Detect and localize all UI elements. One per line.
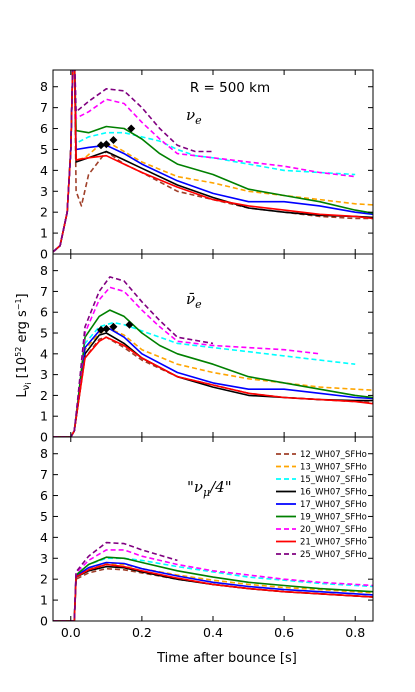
y-tick-label: 1 (40, 226, 48, 241)
legend-label-16_WH07_SFHo: 16_WH07_SFHo (300, 488, 367, 498)
panel-nu_e: 0 1 2 3 4 5 6 7 8 R = 500 km νe (40, 69, 374, 262)
y-tick-label: 8 (40, 446, 48, 461)
y-tick-label: 7 (40, 467, 48, 482)
legend: 12_WH07_SFHo 13_WH07_SFHo 15_WH07_SFHo 16_W… (276, 450, 367, 560)
x-axis-label: Time after bounce [s] (156, 651, 297, 666)
series-line-15_WH07_SFHo (53, 321, 356, 437)
y-tick-label: 4 (40, 530, 48, 545)
diamond-marker-1 (102, 324, 111, 333)
x-tick-label: 0.8 (345, 625, 365, 640)
y-tick-label: 3 (40, 184, 48, 199)
y-tick-label: 3 (40, 551, 48, 566)
y-tick-label: 6 (40, 488, 48, 503)
series-group (53, 276, 373, 437)
y-tick-label: 0 (40, 247, 48, 262)
y-tick-label: 4 (40, 346, 48, 361)
panel-label: νe (186, 106, 202, 127)
diamond-marker-0 (97, 325, 105, 334)
panel-nu_mu: 0 1 2 3 4 5 6 7 8 0.0 0.2 0.4 0.6 0.8 "νμ/4" 12_WH07_SF… (40, 436, 374, 640)
y-tick-label: 0 (40, 430, 48, 445)
panel-label: "νμ/4" (187, 478, 232, 499)
y-tick-label: 3 (40, 367, 48, 382)
x-tick-label: 0.6 (274, 625, 294, 640)
y-axis-label: Lνi [1052 erg s−1] (14, 293, 33, 397)
x-tick-label: 0.4 (203, 625, 223, 640)
legend-label-13_WH07_SFHo: 13_WH07_SFHo (300, 463, 367, 473)
panel-label: ν̄e (186, 290, 202, 311)
diamond-marker-3 (127, 124, 136, 133)
series-line-21_WH07_SFHo (53, 336, 373, 437)
y-tick-label: 5 (40, 326, 48, 341)
series-line-20_WH07_SFHo (53, 70, 356, 253)
diamond-marker-2 (109, 136, 118, 145)
series-line-25_WH07_SFHo (53, 276, 214, 437)
legend-label-21_WH07_SFHo: 21_WH07_SFHo (300, 538, 367, 548)
legend-label-15_WH07_SFHo: 15_WH07_SFHo (300, 475, 367, 485)
y-tick-label: 2 (40, 388, 48, 403)
legend-label-19_WH07_SFHo: 19_WH07_SFHo (300, 513, 367, 523)
series-group (53, 541, 373, 621)
panel-annotation: R = 500 km (190, 80, 270, 96)
diamond-marker-2 (109, 322, 118, 331)
series-line-21_WH07_SFHo (53, 70, 373, 253)
y-tick-label: 4 (40, 163, 48, 178)
x-tick-label: 0.2 (132, 625, 152, 640)
y-tick-label: 6 (40, 305, 48, 320)
panel-nu_e_bar: 0 1 2 3 4 5 6 7 8 ν̄e Lνi [1052 erg s−1] (14, 253, 374, 445)
series-line-20_WH07_SFHo (53, 286, 320, 437)
y-tick-label: 8 (40, 263, 48, 278)
y-tick-label: 2 (40, 205, 48, 220)
y-tick-label: 1 (40, 593, 48, 608)
y-tick-label: 1 (40, 409, 48, 424)
y-tick-label: 7 (40, 284, 48, 299)
y-tick-label: 7 (40, 100, 48, 115)
series-line-25_WH07_SFHo (53, 70, 213, 253)
y-tick-label: 5 (40, 142, 48, 157)
y-tick-label: 6 (40, 121, 48, 136)
legend-label-17_WH07_SFHo: 17_WH07_SFHo (300, 500, 367, 510)
y-tick-label: 2 (40, 572, 48, 587)
diamond-marker-1 (102, 140, 111, 149)
legend-label-25_WH07_SFHo: 25_WH07_SFHo (300, 550, 367, 560)
series-line-25_WH07_SFHo (53, 541, 178, 621)
y-tick-label: 5 (40, 509, 48, 524)
y-tick-label: 8 (40, 79, 48, 94)
y-tick-label: 0 (40, 614, 48, 629)
x-tick-label: 0.0 (61, 625, 81, 640)
panel-frame (52, 69, 374, 255)
legend-label-12_WH07_SFHo: 12_WH07_SFHo (300, 450, 367, 460)
diamond-marker-3 (125, 320, 134, 329)
legend-label-20_WH07_SFHo: 20_WH07_SFHo (300, 525, 367, 535)
series-line-20_WH07_SFHo (53, 549, 373, 621)
diamond-marker-0 (97, 141, 105, 150)
